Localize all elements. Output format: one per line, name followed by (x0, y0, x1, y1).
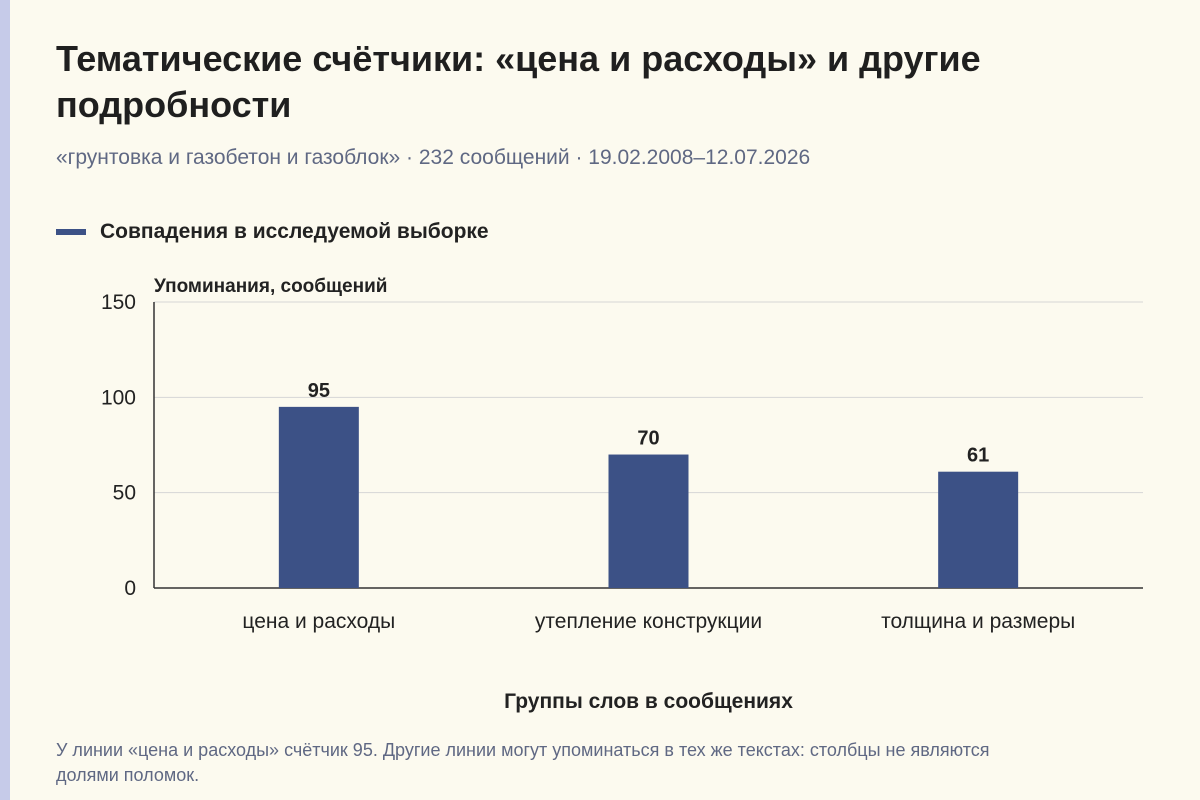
y-tick-label: 150 (101, 291, 136, 314)
left-accent-bar (0, 0, 10, 800)
bar-value-label: 61 (967, 445, 989, 467)
chart-footnote: У линии «цена и расходы» счётчик 95. Дру… (56, 740, 990, 785)
bar-1 (278, 406, 359, 588)
y-tick-label: 50 (113, 482, 136, 505)
x-tick-label: цена и расходы (242, 610, 395, 633)
x-tick-label: утепление конструкции (535, 610, 762, 633)
legend-swatch (56, 229, 86, 235)
bar-value-label: 70 (637, 428, 659, 450)
chart-legend: Совпадения в исследуемой выборке (56, 220, 489, 244)
x-tick-label: толщина и размеры (881, 610, 1075, 633)
bar-2 (608, 454, 689, 588)
page-subtitle: «грунтовка и газобетон и газоблок» · 232… (56, 146, 811, 169)
page-title: Тематические счётчики: «цена и расходы» … (56, 38, 981, 125)
y-tick-label: 0 (124, 577, 136, 600)
x-axis-label: Группы слов в сообщениях (504, 690, 793, 713)
y-axis-label: Упоминания, сообщений (154, 276, 387, 297)
bar-value-label: 95 (308, 380, 330, 402)
y-tick-label: 100 (101, 386, 136, 409)
legend-label: Совпадения в исследуемой выборке (100, 220, 489, 243)
bar-3 (938, 471, 1019, 588)
